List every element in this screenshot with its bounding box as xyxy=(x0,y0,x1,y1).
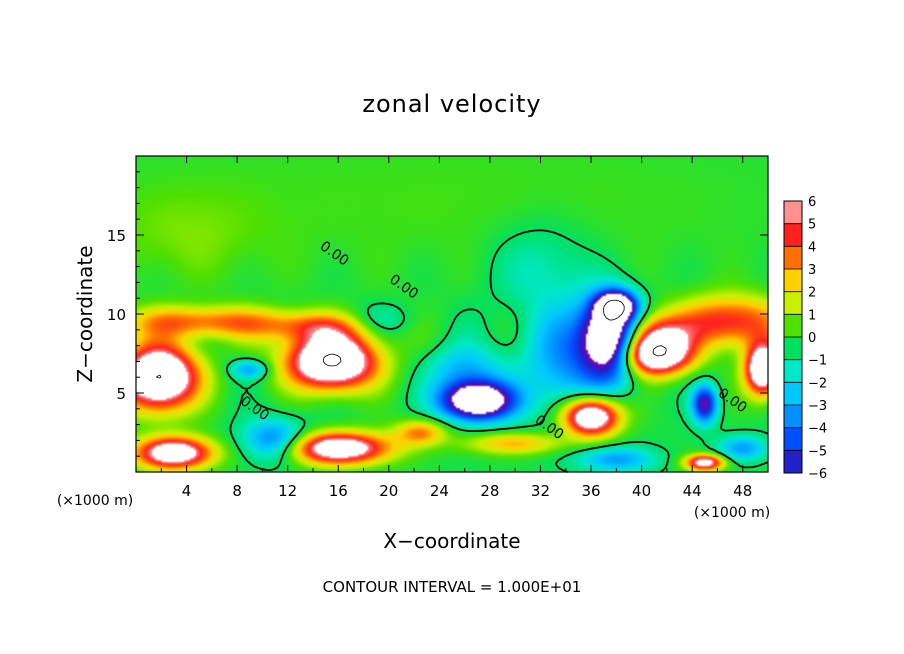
colorbar-label-0: 6 xyxy=(808,195,816,210)
colorbar-label-2: 4 xyxy=(808,240,816,255)
x-tick-label-48: 48 xyxy=(733,482,752,500)
colorbar-label-1: 5 xyxy=(808,218,816,233)
colorbar-cells xyxy=(784,201,802,474)
colorbar-label-10: −4 xyxy=(808,422,827,437)
heatmap-canvas xyxy=(136,156,768,472)
x-axis-unit-left: (×1000 m) xyxy=(57,493,133,509)
plot-area: 0.000.000.000.000.00 xyxy=(135,155,769,473)
x-tick-label-24: 24 xyxy=(430,482,449,500)
x-tick-label-8: 8 xyxy=(232,482,242,500)
x-tick-label-28: 28 xyxy=(480,482,499,500)
colorbar-cell-2 xyxy=(784,246,802,270)
contour-pos-10 xyxy=(156,345,667,379)
y-tick-label-15: 15 xyxy=(107,227,126,245)
colorbar-label-8: −2 xyxy=(808,376,827,391)
colorbar-cell-1 xyxy=(784,223,802,247)
colorbar-cell-9 xyxy=(784,405,802,429)
colorbar-cell-3 xyxy=(784,269,802,293)
contour-neg-10 xyxy=(602,299,625,321)
colorbar-cell-4 xyxy=(784,291,802,315)
x-axis-unit-right: (×1000 m) xyxy=(694,505,770,521)
colorbar-label-3: 3 xyxy=(808,263,816,278)
colorbar-cell-0 xyxy=(784,201,802,225)
x-axis-ticks: 4 8 12 16 20 24 28 32 36 40 44 48 xyxy=(160,156,752,500)
heatmap-field xyxy=(136,156,768,472)
y-axis-ticks: 5 10 15 xyxy=(107,171,768,457)
y-axis-label: Z−coordinate xyxy=(73,245,97,382)
x-tick-label-32: 32 xyxy=(531,482,550,500)
colorbar-cell-11 xyxy=(784,450,802,474)
colorbar-cell-8 xyxy=(784,382,802,406)
contour-zero xyxy=(225,229,769,473)
x-tick-label-12: 12 xyxy=(278,482,297,500)
colorbar-label-12: −6 xyxy=(808,467,827,482)
chart-title: zonal velocity xyxy=(362,90,541,118)
colorbar-cell-10 xyxy=(784,427,802,451)
y-tick-label-5: 5 xyxy=(116,385,126,403)
colorbar-label-6: 0 xyxy=(808,331,816,346)
x-tick-label-4: 4 xyxy=(182,482,192,500)
contour-interval-footer: CONTOUR INTERVAL = 1.000E+01 xyxy=(323,578,582,596)
colorbar-cell-5 xyxy=(784,314,802,338)
colorbar-label-5: 1 xyxy=(808,308,816,323)
x-tick-label-16: 16 xyxy=(329,482,348,500)
colorbar-label-7: −1 xyxy=(808,354,827,369)
x-tick-label-44: 44 xyxy=(683,482,702,500)
contour-lines xyxy=(156,229,769,473)
colorbar: 6 5 4 3 2 1 0 −1 −2 −3 −4 −5 −6 xyxy=(783,195,827,482)
colorbar-cell-7 xyxy=(784,359,802,383)
colorbar-cell-6 xyxy=(784,337,802,361)
colorbar-label-11: −5 xyxy=(808,444,827,459)
x-tick-label-20: 20 xyxy=(379,482,398,500)
x-tick-label-36: 36 xyxy=(581,482,600,500)
x-tick-label-40: 40 xyxy=(632,482,651,500)
colorbar-label-9: −3 xyxy=(808,399,827,414)
colorbar-labels: 6 5 4 3 2 1 0 −1 −2 −3 −4 −5 −6 xyxy=(784,195,827,482)
y-tick-label-10: 10 xyxy=(107,306,126,324)
colorbar-label-4: 2 xyxy=(808,286,816,301)
x-axis-label: X−coordinate xyxy=(383,529,520,553)
